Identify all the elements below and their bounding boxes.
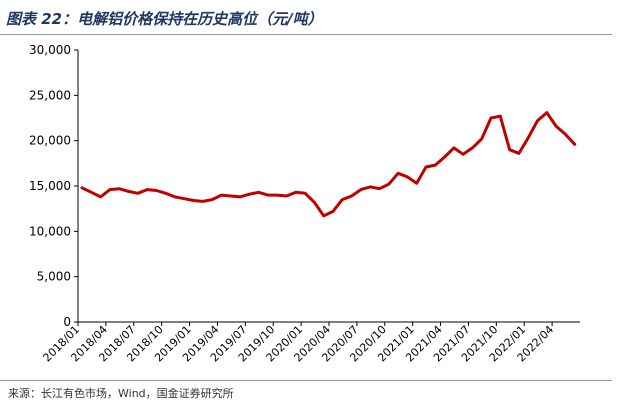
source-note: 来源：长江有色市场，Wind，国金证券研究所 <box>8 387 234 400</box>
series-layer <box>80 111 577 218</box>
y-axis: 0 5,000 10,000 15,000 20,000 25,000 30,000 <box>29 43 79 329</box>
y-tick-label: 25,000 <box>29 88 71 102</box>
chart-title: 图表 22：电解铝价格保持在历史高位（元/吨） <box>6 10 323 28</box>
y-tick-label: 30,000 <box>29 43 71 57</box>
y-tick-label: 10,000 <box>29 224 71 238</box>
series-line <box>80 111 577 218</box>
y-tick-label: 15,000 <box>29 179 71 193</box>
bottom-divider <box>0 380 612 381</box>
top-divider <box>0 34 612 35</box>
x-axis: 2018/012018/042018/072018/102019/012019/… <box>41 321 580 364</box>
y-tick-label: 5,000 <box>37 270 71 284</box>
y-tick-label: 0 <box>63 315 71 329</box>
line-chart: 0 5,000 10,000 15,000 20,000 25,000 30,000 201… <box>29 43 580 364</box>
y-tick-label: 20,000 <box>29 134 71 148</box>
